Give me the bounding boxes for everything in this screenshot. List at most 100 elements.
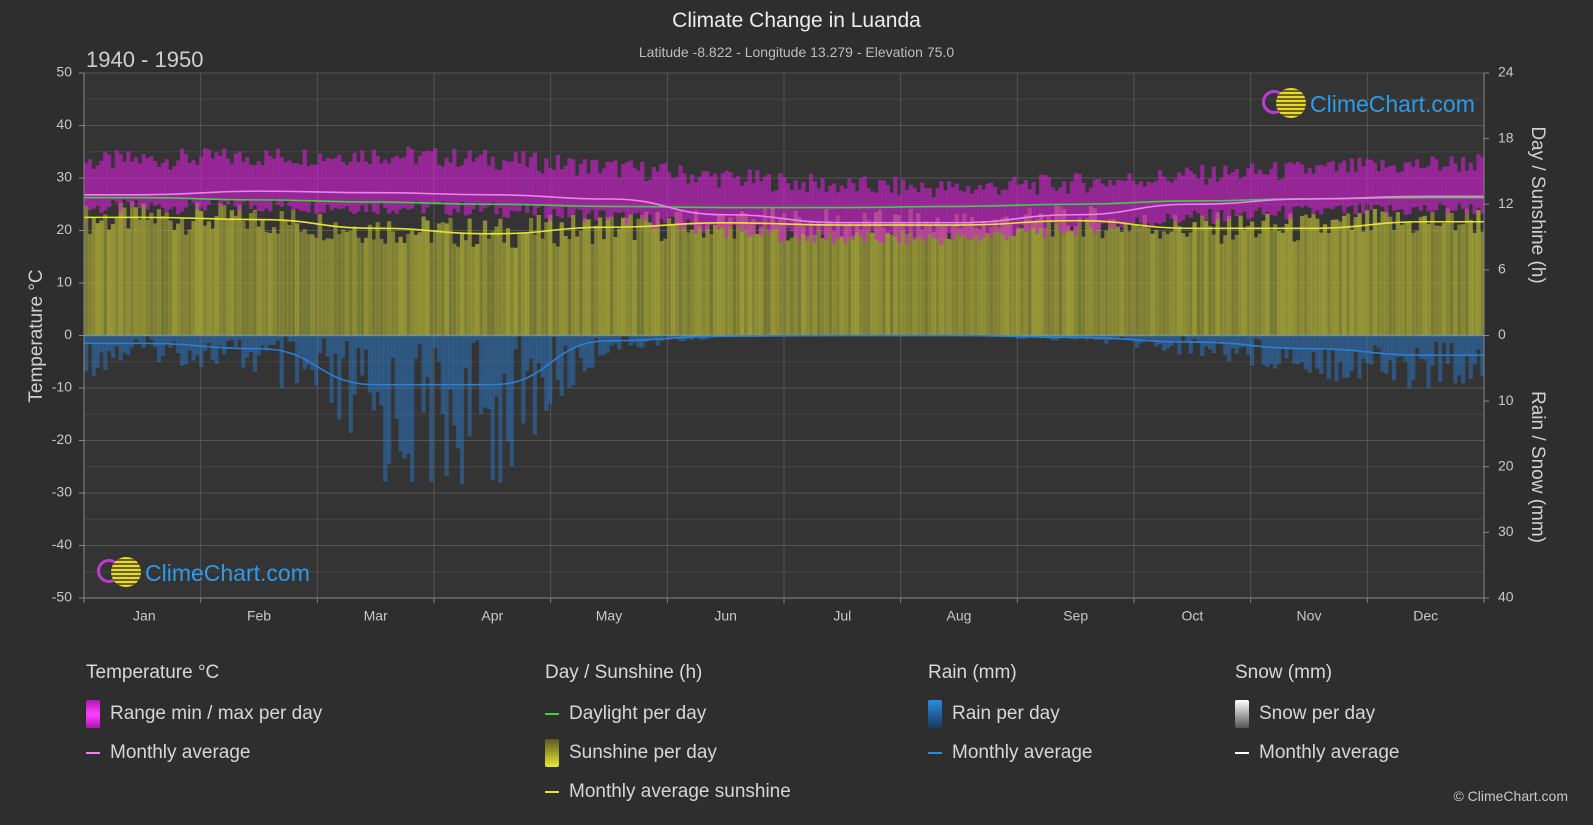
sunshine-day-bar [977, 229, 982, 336]
temp-range-day-bar [1142, 186, 1147, 226]
sunshine-day-bar [981, 220, 986, 336]
sunshine-day-bar [183, 234, 188, 336]
sunshine-day-bar [1422, 215, 1427, 336]
sunshine-day-bar [1430, 212, 1435, 336]
temp-range-day-bar [1280, 178, 1285, 207]
rain-day-bar [206, 335, 211, 343]
daily-bars [84, 146, 1485, 485]
rain-day-bar [1292, 335, 1297, 364]
line-swatch-icon [928, 752, 942, 754]
temp-range-day-bar [1250, 163, 1255, 218]
temp-range-day-bar [1081, 182, 1086, 220]
sunshine-day-bar [287, 224, 292, 336]
rain-day-bar [268, 335, 273, 345]
temp-range-day-bar [1192, 173, 1197, 212]
legend-label: Monthly average [952, 742, 1093, 763]
temp-range-day-bar [479, 154, 484, 212]
temp-range-day-bar [1157, 169, 1163, 224]
rain-day-bar [95, 335, 100, 368]
sunshine-day-bar [509, 247, 514, 336]
rain-day-bar [1081, 335, 1086, 338]
y-tick-label-left: -40 [52, 536, 72, 552]
sunshine-day-bar [202, 225, 208, 336]
temp-range-day-bar [130, 161, 135, 209]
temp-range-day-bar [103, 151, 108, 211]
temp-range-day-bar [225, 158, 231, 205]
sunshine-day-bar [620, 217, 626, 336]
temp-range-day-bar [222, 148, 227, 202]
temp-range-day-bar [294, 163, 300, 209]
sunshine-day-bar [713, 224, 718, 336]
temp-range-day-bar [1342, 160, 1347, 214]
sunshine-day-bar [84, 205, 89, 336]
temp-range-day-bar [877, 180, 883, 242]
temp-range-day-bar [525, 166, 530, 213]
temp-range-day-bar [1326, 162, 1331, 209]
sunshine-day-bar [1042, 227, 1048, 336]
temp-range-day-bar [390, 157, 396, 211]
sunshine-day-bar [628, 214, 633, 336]
temp-range-day-bar [808, 173, 814, 236]
sunshine-day-bar [789, 237, 794, 336]
rain-day-bar [283, 335, 288, 337]
legend-item-temp-avg: Monthly average [86, 739, 322, 767]
temp-range-day-bar [647, 179, 653, 215]
sunshine-day-bar [739, 211, 745, 336]
temp-range-day-bar [325, 157, 330, 205]
rain-day-bar [1391, 335, 1397, 381]
temp-range-day-bar [555, 154, 561, 217]
sunshine-day-bar [1330, 219, 1335, 336]
logo-top-right[interactable]: ClimeChart.com [1262, 88, 1475, 120]
sunshine-day-bar [839, 236, 844, 336]
rain-day-bar [1395, 335, 1401, 358]
temp-range-day-bar [509, 161, 514, 211]
logo-bottom-left[interactable]: ClimeChart.com [97, 557, 310, 589]
temp-range-day-bar [291, 163, 296, 211]
sunshine-day-bar [900, 222, 906, 336]
temp-range-day-bar [248, 164, 254, 209]
temp-range-day-bar [306, 166, 311, 213]
temp-range-day-bar [394, 155, 399, 214]
temp-range-day-bar [601, 168, 607, 211]
sunshine-day-bar [1035, 219, 1040, 336]
rain-day-bar [1441, 335, 1447, 343]
rain-day-bar [1280, 335, 1285, 349]
sunshine-day-bar [1414, 230, 1420, 336]
rain-day-bar [229, 335, 234, 340]
sunshine-day-bar [993, 219, 998, 336]
sunshine-day-bar [582, 218, 587, 336]
temp-range-day-bar [398, 158, 403, 210]
sunshine-day-bar [973, 227, 979, 336]
temp-range-day-bar [1134, 184, 1140, 218]
temp-range-day-bar [444, 157, 449, 215]
copyright: © ClimeChart.com [1453, 788, 1568, 804]
sunshine-day-bar [1207, 226, 1213, 336]
temp-range-day-bar [256, 161, 261, 211]
sunshine-day-bar [513, 247, 518, 336]
temp-range-day-bar [137, 163, 142, 208]
temp-range-day-bar [1276, 179, 1282, 212]
sunshine-day-bar [1376, 222, 1381, 336]
sunshine-day-bar [651, 226, 656, 336]
temp-range-day-bar [149, 156, 154, 203]
temp-range-day-bar [904, 190, 910, 245]
rain-day-bar [260, 335, 265, 346]
logo-text: ClimeChart.com [1310, 90, 1475, 117]
rain-day-bar [1138, 335, 1144, 344]
sunshine-day-bar [321, 240, 327, 336]
temp-range-day-bar [1177, 172, 1182, 223]
sunshine-day-bar [1445, 208, 1450, 336]
sunshine-day-bar [268, 233, 273, 336]
temp-range-day-bar [701, 171, 706, 233]
sunshine-day-bar [505, 228, 511, 336]
rain-day-bar [1342, 335, 1347, 379]
sunshine-day-bar [337, 234, 342, 336]
sunshine-day-bar [743, 213, 748, 336]
sunshine-day-bar [1299, 216, 1305, 336]
rain-day-bar [333, 335, 338, 354]
temp-range-day-bar [1077, 174, 1082, 226]
sunshine-day-bar [444, 223, 449, 336]
rain-day-bar [1368, 335, 1374, 365]
legend-label: Monthly average [110, 742, 251, 763]
sunshine-day-bar [797, 216, 802, 336]
